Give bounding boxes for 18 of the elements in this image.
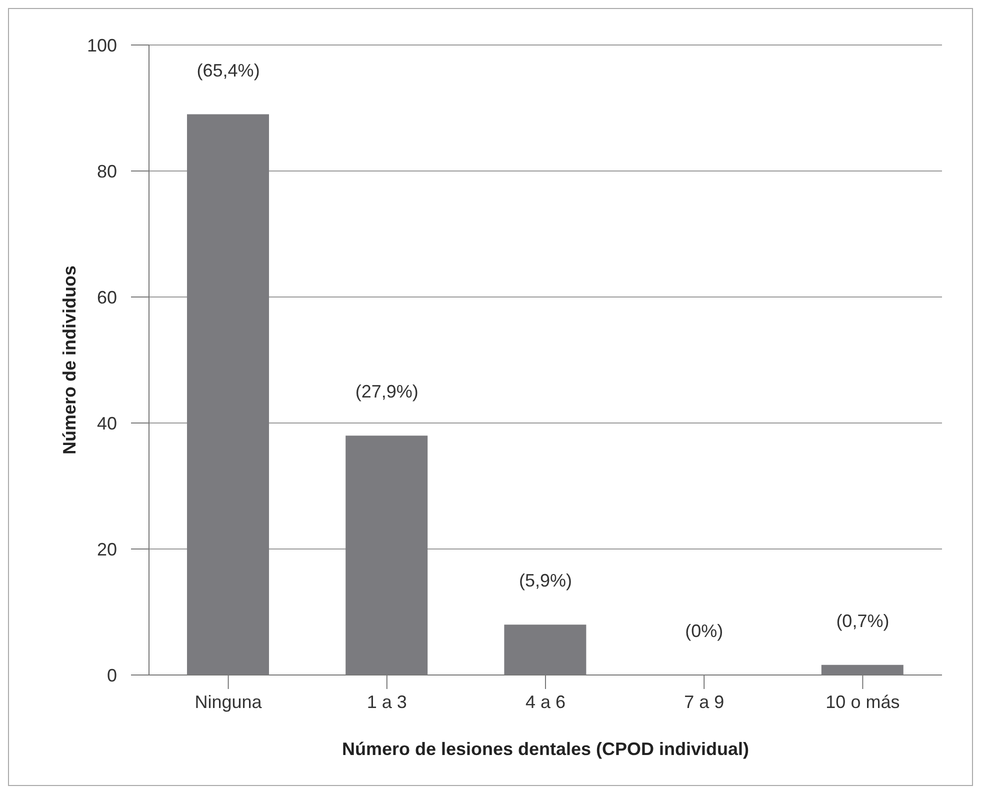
annotation: (5,9%) — [518, 570, 572, 591]
annotation: (65,4%) — [196, 60, 260, 80]
y-tick-label: 80 — [96, 161, 117, 182]
x-tick-label: 7 a 9 — [684, 692, 724, 712]
x-tick-label: 1 a 3 — [366, 692, 407, 712]
annotation: (0,7%) — [836, 610, 890, 631]
x-tick-label: 10 o más — [826, 692, 900, 712]
y-axis-title: Número de individuos — [59, 265, 80, 455]
y-tick-label: 20 — [96, 539, 117, 560]
annotation: (27,9%) — [355, 382, 418, 402]
y-tick-label: 100 — [86, 35, 117, 56]
y-tick-label: 0 — [106, 665, 117, 686]
x-tick-label: Ninguna — [194, 692, 263, 712]
x-tick-label: 4 a 6 — [525, 692, 566, 712]
y-tick-label: 60 — [96, 287, 117, 308]
annotation: (0%) — [685, 621, 724, 641]
y-tick-label: 40 — [96, 413, 117, 434]
x-axis-title: Número de lesiones dentales (CPOD individual) — [342, 739, 750, 759]
